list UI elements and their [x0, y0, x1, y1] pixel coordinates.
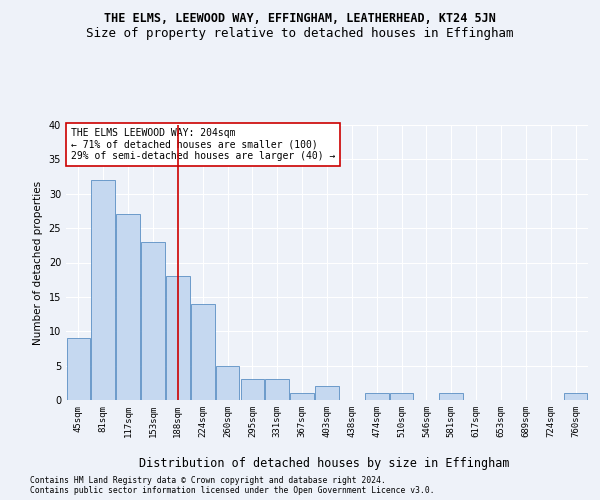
Text: Contains public sector information licensed under the Open Government Licence v3: Contains public sector information licen… [30, 486, 434, 495]
Bar [315, 386, 339, 400]
Text: THE ELMS, LEEWOOD WAY, EFFINGHAM, LEATHERHEAD, KT24 5JN: THE ELMS, LEEWOOD WAY, EFFINGHAM, LEATHE… [104, 12, 496, 26]
Bar [166, 276, 190, 400]
Bar [564, 393, 587, 400]
Bar [216, 366, 239, 400]
Bar [439, 393, 463, 400]
Text: Size of property relative to detached houses in Effingham: Size of property relative to detached ho… [86, 28, 514, 40]
Bar [265, 380, 289, 400]
Bar [91, 180, 115, 400]
Y-axis label: Number of detached properties: Number of detached properties [33, 180, 43, 344]
Bar [116, 214, 140, 400]
Bar [290, 393, 314, 400]
Text: Contains HM Land Registry data © Crown copyright and database right 2024.: Contains HM Land Registry data © Crown c… [30, 476, 386, 485]
Text: THE ELMS LEEWOOD WAY: 204sqm
← 71% of detached houses are smaller (100)
29% of s: THE ELMS LEEWOOD WAY: 204sqm ← 71% of de… [71, 128, 335, 161]
Bar [67, 338, 90, 400]
Bar [191, 304, 215, 400]
Text: Distribution of detached houses by size in Effingham: Distribution of detached houses by size … [139, 458, 509, 470]
Bar [390, 393, 413, 400]
Bar [141, 242, 165, 400]
Bar [365, 393, 389, 400]
Bar [241, 380, 264, 400]
